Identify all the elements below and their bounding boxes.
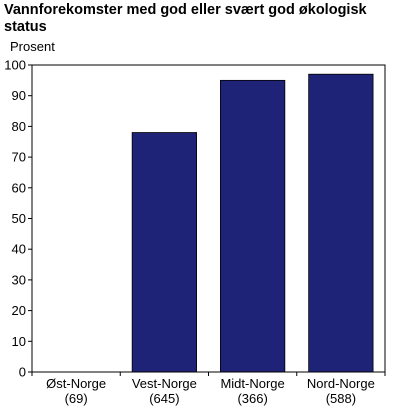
y-tick-label: 50 bbox=[12, 211, 26, 226]
x-tick-label: Vest-Norge bbox=[132, 376, 197, 391]
bars-group bbox=[131, 73, 374, 373]
y-tick-label: 80 bbox=[12, 119, 26, 134]
bar bbox=[308, 73, 374, 373]
chart-title: Vannforekomster med god eller svært god … bbox=[4, 2, 367, 35]
y-tick-label: 100 bbox=[4, 58, 26, 73]
y-tick-label: 20 bbox=[12, 303, 26, 318]
x-tick-count-label: (69) bbox=[65, 391, 88, 406]
x-tick-label: Midt-Norge bbox=[220, 376, 284, 391]
x-tick-count-label: (588) bbox=[326, 391, 356, 406]
y-tick-label: 30 bbox=[12, 272, 26, 287]
bar bbox=[220, 79, 286, 373]
y-tick-label: 70 bbox=[12, 150, 26, 165]
y-tick-label: 0 bbox=[19, 365, 26, 380]
y-tick-label: 40 bbox=[12, 242, 26, 257]
bar bbox=[131, 132, 197, 373]
y-tick-label: 60 bbox=[12, 180, 26, 195]
plot-frame bbox=[31, 64, 386, 373]
x-tick-label: Nord-Norge bbox=[307, 376, 375, 391]
y-axis-label: Prosent bbox=[10, 39, 55, 54]
x-tick-count-label: (366) bbox=[237, 391, 267, 406]
x-ticks-group: Øst-Norge(69) Vest-Norge(645) Midt-Norge(3… bbox=[31, 372, 386, 406]
y-tick-label: 90 bbox=[12, 88, 26, 103]
x-tick-label: Øst-Norge bbox=[46, 376, 106, 391]
y-tick-label: 10 bbox=[12, 334, 26, 349]
x-tick-count-label: (645) bbox=[149, 391, 179, 406]
y-ticks-group: 0 10 20 30 40 50 60 70 80 90 100 bbox=[4, 58, 32, 380]
